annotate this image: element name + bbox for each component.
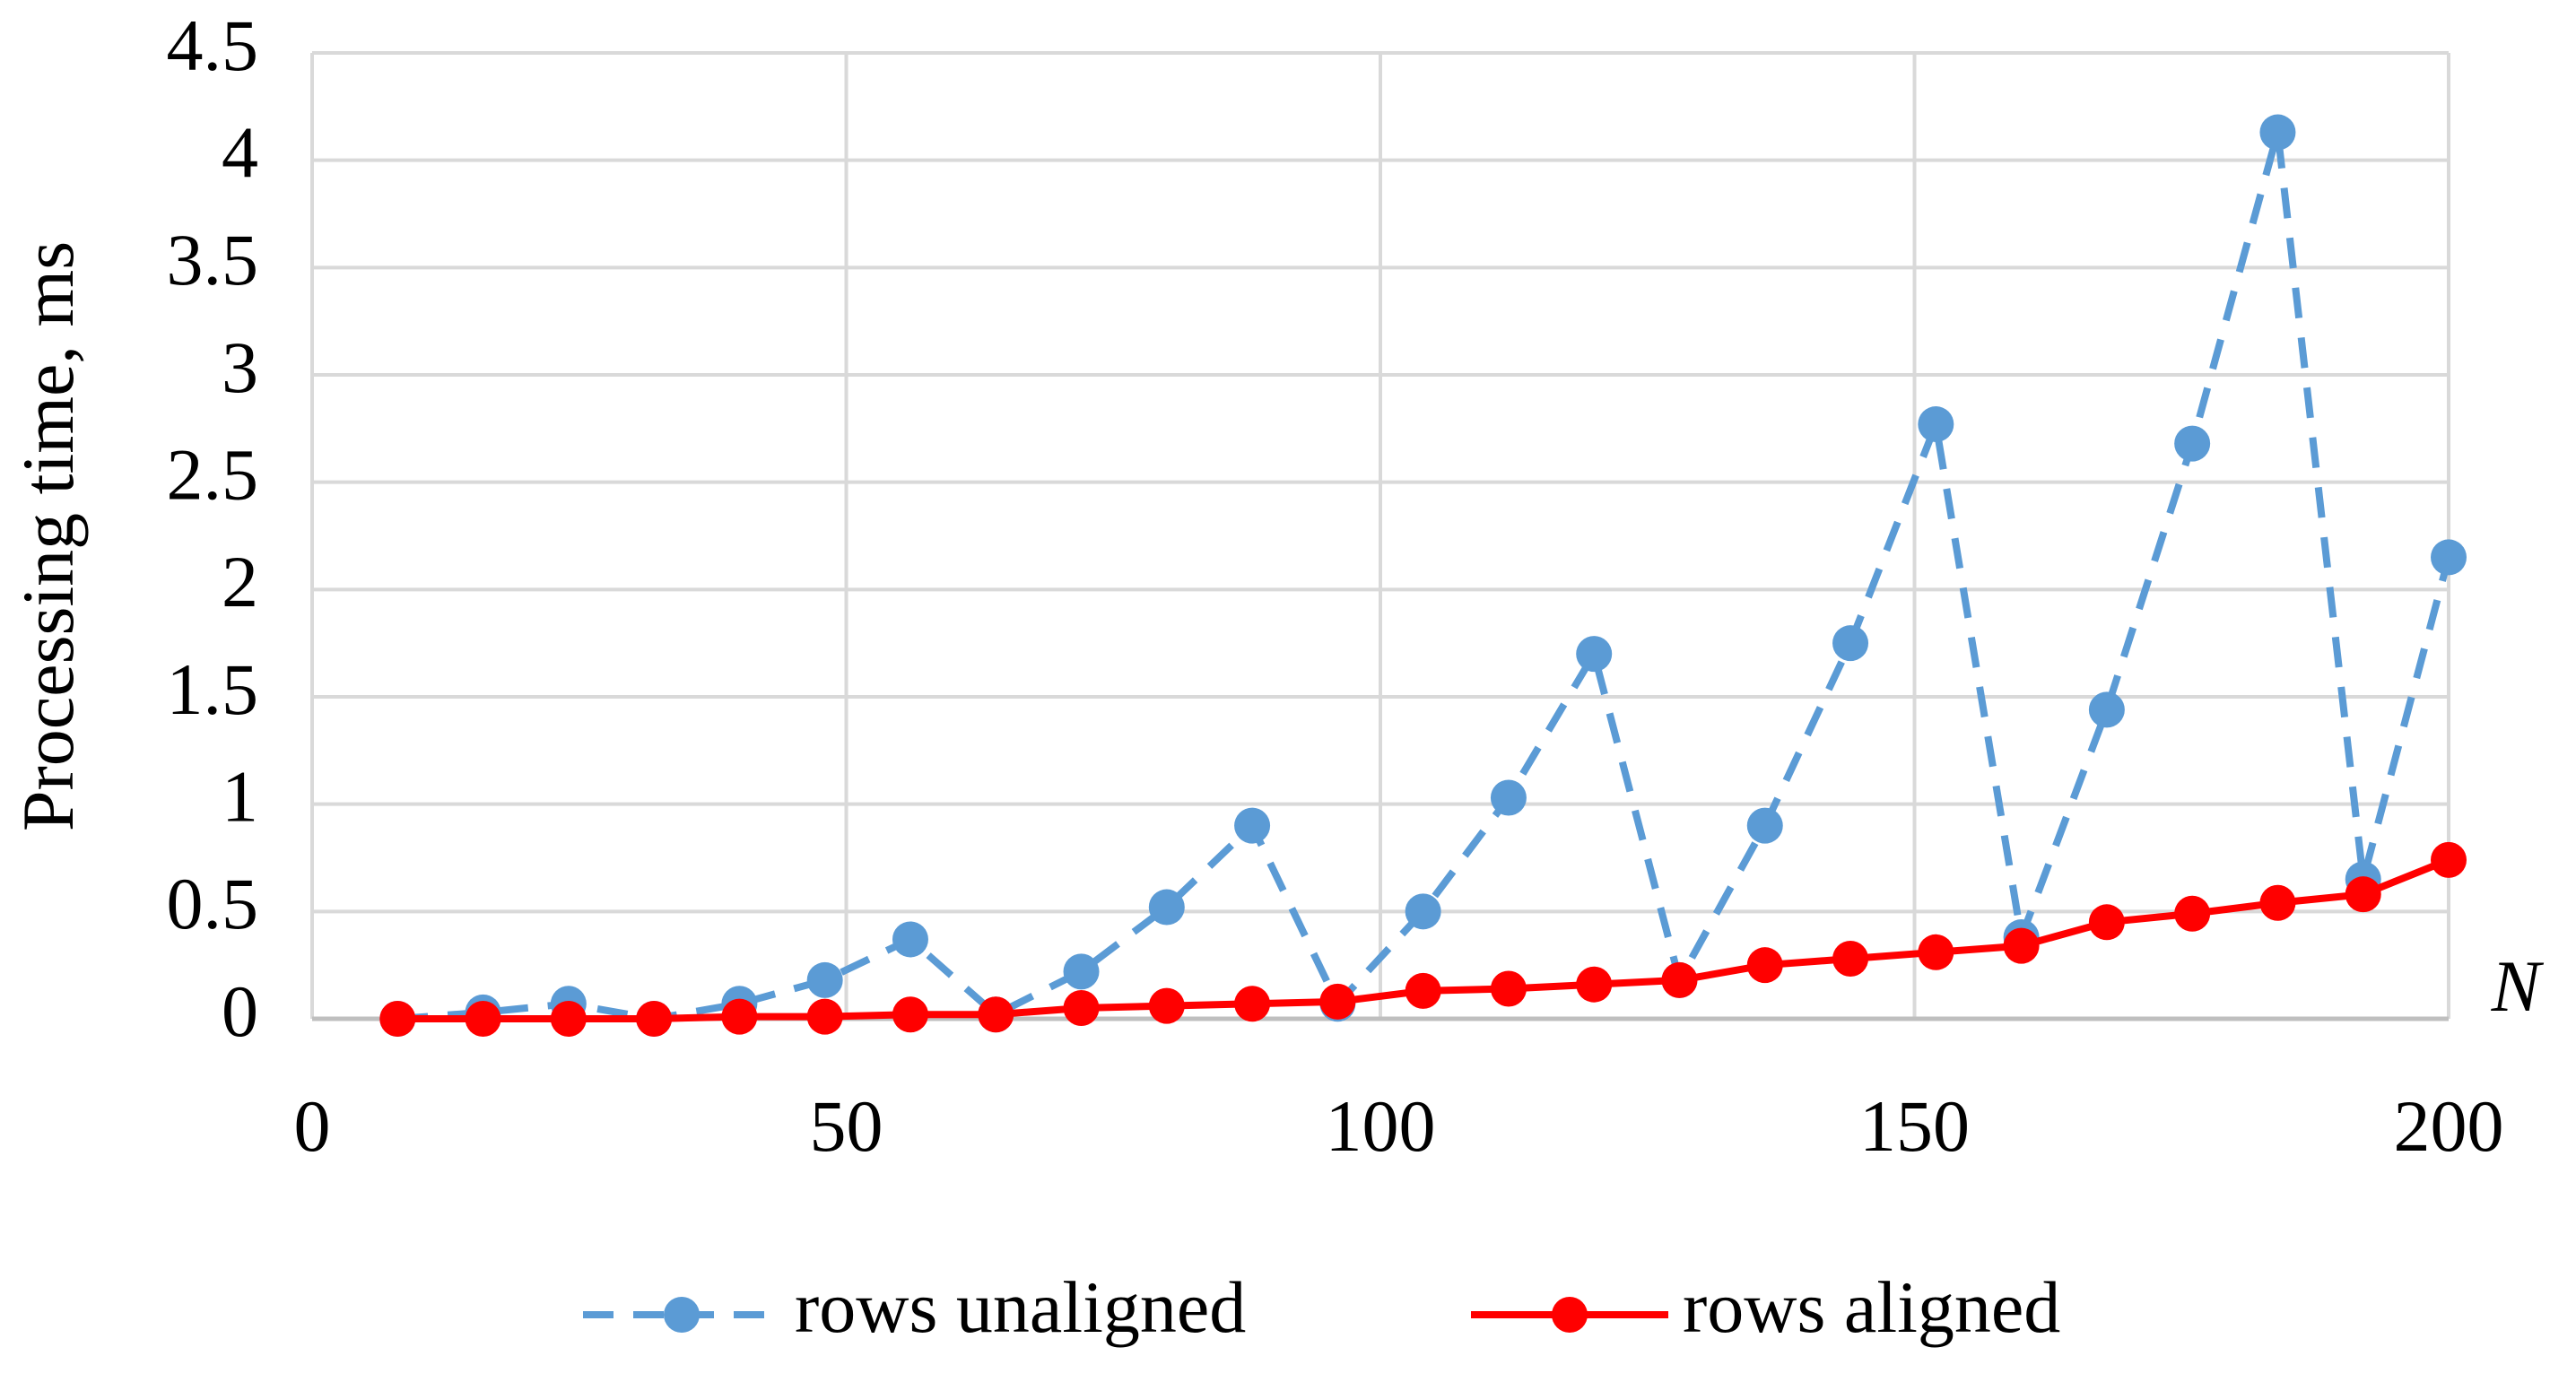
- y-tick-label: 2: [222, 541, 258, 622]
- y-tick-label: 0.5: [167, 863, 259, 944]
- marker: [1490, 970, 1527, 1007]
- marker: [1832, 940, 1869, 977]
- x-tick-label: 50: [810, 1085, 883, 1167]
- marker: [1319, 983, 1356, 1020]
- y-tick-label: 4: [222, 111, 258, 193]
- y-tick-label: 4.5: [167, 4, 259, 86]
- marker: [892, 921, 928, 958]
- marker: [2174, 895, 2211, 932]
- y-tick-label: 3.5: [167, 219, 259, 300]
- y-tick-label: 2.5: [167, 433, 259, 515]
- legend-marker: [1552, 1297, 1588, 1333]
- marker: [2259, 884, 2296, 921]
- marker: [1405, 972, 1441, 1009]
- marker: [1490, 779, 1527, 816]
- x-axis-label: N: [2491, 945, 2545, 1027]
- legend-marker: [664, 1297, 700, 1333]
- marker: [2431, 841, 2467, 878]
- marker: [636, 1001, 673, 1037]
- marker: [806, 961, 843, 998]
- marker: [2174, 425, 2211, 462]
- x-tick-label: 150: [1859, 1085, 1970, 1167]
- marker: [892, 996, 928, 1033]
- marker: [2088, 691, 2125, 728]
- y-tick-label: 3: [222, 326, 258, 408]
- marker: [1148, 889, 1185, 926]
- marker: [1063, 990, 1100, 1027]
- marker: [1576, 636, 1613, 673]
- y-tick-label: 0: [222, 970, 258, 1052]
- marker: [1234, 986, 1271, 1022]
- marker: [2259, 114, 2296, 151]
- series-line: [396, 131, 2452, 1023]
- y-axis-label: Processing time, ms: [7, 241, 89, 831]
- marker: [1746, 807, 1783, 844]
- marker: [2003, 927, 2040, 964]
- x-tick-label: 0: [294, 1085, 331, 1167]
- marker: [1746, 947, 1783, 984]
- marker: [2088, 904, 2125, 941]
- marker: [1918, 934, 1954, 970]
- legend-label: rows unaligned: [795, 1266, 1246, 1348]
- marker: [550, 1001, 587, 1037]
- x-tick-label: 200: [2394, 1085, 2504, 1167]
- marker: [806, 998, 843, 1035]
- marker: [721, 998, 758, 1035]
- marker: [2431, 539, 2467, 576]
- marker: [379, 1001, 416, 1037]
- y-tick-label: 1.5: [167, 648, 259, 730]
- marker: [1832, 625, 1869, 662]
- marker: [1918, 406, 1954, 443]
- marker: [978, 996, 1014, 1033]
- marker: [1148, 987, 1185, 1024]
- marker: [1576, 966, 1613, 1003]
- marker: [1405, 893, 1441, 930]
- x-tick-label: 100: [1326, 1085, 1436, 1167]
- y-tick-label: 1: [222, 755, 258, 837]
- marker: [1661, 961, 1698, 998]
- marker: [1234, 807, 1271, 844]
- legend-label: rows aligned: [1683, 1266, 2060, 1348]
- marker: [2345, 876, 2381, 913]
- marker: [1063, 953, 1100, 990]
- marker: [465, 1001, 501, 1037]
